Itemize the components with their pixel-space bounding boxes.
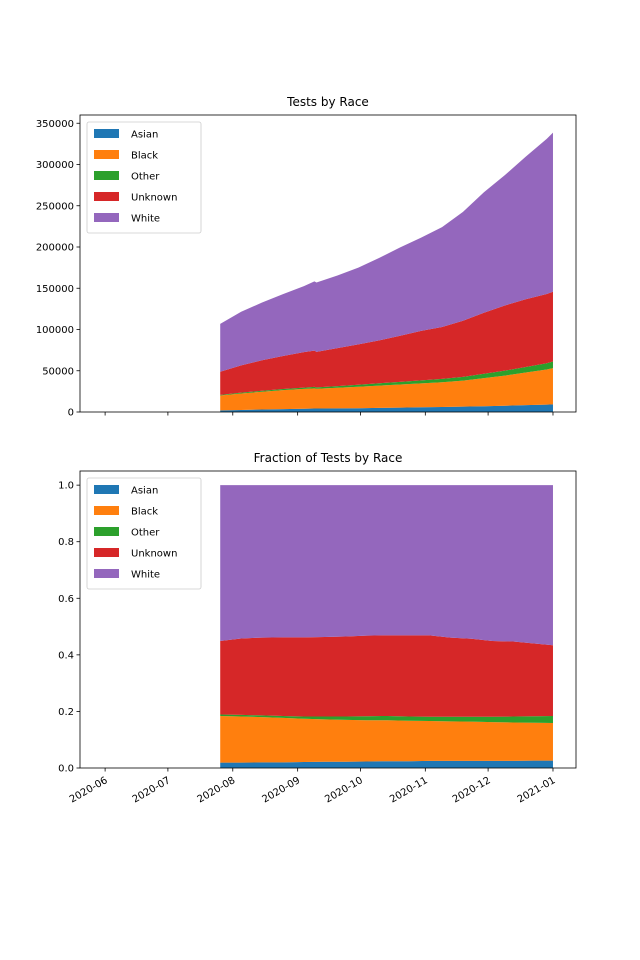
x-tick-label: 2020-09 [260,775,302,805]
legend-label-black: Black [131,151,158,162]
tests-by-race-chart: Tests by Race 0 50000 100000 150000 200000 25… [36,95,577,419]
legend-label-other: Other [131,172,160,183]
area-white [220,132,553,372]
legend-label-unknown: Unknown [131,193,177,204]
y-tick-label: 100000 [36,325,74,336]
plot-frame [79,114,577,413]
area-other [220,714,553,724]
y-tick-label: 350000 [36,119,74,130]
y-tick-label: 0 [68,408,74,419]
plot-frame [79,470,577,769]
legend: Asian Black Other Unknown White [86,477,202,590]
legend-label-white: White [131,570,160,581]
legend-label-asian: Asian [131,486,158,497]
area-black [220,368,553,411]
area-unknown [220,635,553,717]
legend-label-other: Other [131,528,160,539]
legend-label-unknown: Unknown [131,549,177,560]
y-tick-label: 1.0 [58,481,74,492]
area-other [220,361,553,396]
legend-box [86,477,202,590]
x-tick-label: 2020-07 [131,775,173,805]
y-tick-label: 300000 [36,160,74,171]
y-tick-label: 200000 [36,243,74,254]
legend-box [86,121,202,234]
legend-swatch-unknown [94,548,119,557]
y-tick-label: 150000 [36,284,74,295]
legend: Asian Black Other Unknown White [86,121,202,234]
chart-title: Tests by Race [286,95,369,109]
fraction-of-tests-by-race-chart: Fraction of Tests by Race 0.0 0.2 0.4 0.6 0.… [58,451,577,805]
legend-label-white: White [131,214,160,225]
y-tick-label: 250000 [36,201,74,212]
legend-swatch-other [94,171,119,180]
legend-swatch-black [94,506,119,515]
x-tick-label: 2020-10 [323,775,365,805]
legend-swatch-black [94,150,119,159]
x-tick-label: 2020-06 [68,775,110,805]
area-asian [220,404,553,412]
chart-title: Fraction of Tests by Race [254,451,403,465]
y-tick-label: 0.2 [58,707,74,718]
y-tick-label: 0.8 [58,537,74,548]
legend-label-black: Black [131,507,158,518]
legend-swatch-unknown [94,192,119,201]
legend-swatch-asian [94,129,119,138]
y-tick-label: 50000 [42,366,74,377]
x-tick-label: 2020-08 [196,775,238,805]
legend-swatch-other [94,527,119,536]
legend-swatch-white [94,569,119,578]
legend-swatch-asian [94,485,119,494]
legend-label-asian: Asian [131,130,158,141]
legend-swatch-white [94,213,119,222]
y-tick-label: 0.6 [58,594,74,605]
area-asian [220,760,553,768]
area-unknown [220,291,553,395]
y-tick-label: 0.0 [58,764,74,775]
y-tick-label: 0.4 [58,650,74,661]
x-tick-label: 2021-01 [516,775,558,805]
area-black [220,715,553,763]
x-tick-label: 2020-11 [388,775,430,805]
x-tick-label: 2020-12 [451,775,493,805]
area-white [220,485,553,646]
